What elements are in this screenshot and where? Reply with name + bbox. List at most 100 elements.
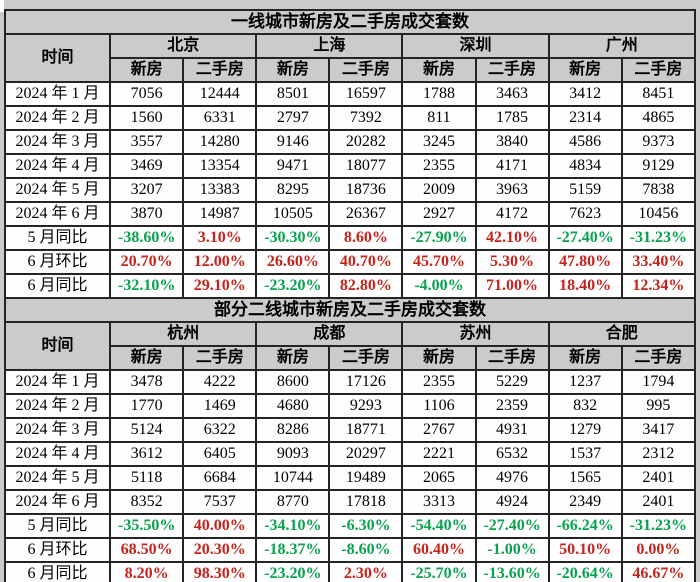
count-value-cell: 14280: [182, 129, 258, 155]
count-value-cell: 4172: [474, 201, 550, 227]
percentage-value-cell: 0.00%: [620, 537, 697, 563]
comparison-row: 6 月同比 8.20% 98.30% -23.20% 2.30% -25.70% -13.6…: [3, 561, 697, 582]
percentage-value-cell: 47.80%: [547, 249, 623, 275]
count-value-cell: 20297: [328, 441, 404, 467]
count-value-cell: 8451: [620, 81, 697, 107]
count-value-cell: 9093: [255, 441, 331, 467]
comparison-label-cell: 6 月环比: [3, 537, 112, 563]
month-label-cell: 2024 年 4 月: [3, 441, 112, 467]
count-value-cell: 3557: [109, 129, 185, 155]
count-value-cell: 18077: [328, 153, 404, 179]
percentage-value-cell: 68.50%: [109, 537, 185, 563]
count-value-cell: 10505: [255, 201, 331, 227]
count-value-cell: 2349: [547, 489, 623, 515]
month-data-row: 2024 年 4 月 3469 13354 9471 18077 2355 4171 4834…: [3, 153, 697, 179]
count-value-cell: 7392: [328, 105, 404, 131]
percentage-value-cell: 71.00%: [474, 273, 550, 299]
month-label-cell: 2024 年 5 月: [3, 177, 112, 203]
count-value-cell: 9129: [620, 153, 697, 179]
month-label-cell: 2024 年 2 月: [3, 393, 112, 419]
table-title-row: 部分二线城市新房及二手房成交套数: [4, 297, 696, 323]
count-value-cell: 1560: [109, 105, 185, 131]
city-header-cell: 成都: [255, 321, 404, 347]
count-value-cell: 18771: [328, 417, 404, 443]
comparison-label-cell: 6 月同比: [3, 561, 112, 582]
count-value-cell: 2355: [401, 369, 477, 395]
percentage-value-cell: -35.50%: [109, 513, 185, 539]
count-value-cell: 2355: [401, 153, 477, 179]
month-data-row: 2024 年 4 月 3612 6405 9093 20297 2221 6532 1537 2…: [3, 441, 697, 467]
month-data-row: 2024 年 5 月 3207 13383 8295 18736 2009 3963 5159…: [3, 177, 697, 203]
housing-type-header-cell: 新房: [401, 345, 477, 371]
percentage-value-cell: 3.10%: [182, 225, 258, 251]
count-value-cell: 7623: [547, 201, 623, 227]
count-value-cell: 13383: [182, 177, 258, 203]
percentage-value-cell: -31.23%: [620, 225, 697, 251]
count-value-cell: 9293: [328, 393, 404, 419]
percentage-value-cell: 82.80%: [328, 273, 404, 299]
count-value-cell: 1237: [547, 369, 623, 395]
city-header-cell: 上海: [255, 33, 404, 59]
count-value-cell: 2797: [255, 105, 331, 131]
count-value-cell: 832: [547, 393, 623, 419]
percentage-value-cell: 2.30%: [328, 561, 404, 582]
month-label-cell: 2024 年 6 月: [3, 201, 112, 227]
percentage-value-cell: 50.10%: [547, 537, 623, 563]
count-value-cell: 17818: [328, 489, 404, 515]
percentage-value-cell: -23.20%: [255, 273, 331, 299]
count-value-cell: 3313: [401, 489, 477, 515]
percentage-value-cell: 40.00%: [182, 513, 258, 539]
month-data-row: 2024 年 3 月 5124 6322 8286 18771 2767 4931 1279 3…: [3, 417, 697, 443]
count-value-cell: 3469: [109, 153, 185, 179]
count-value-cell: 9471: [255, 153, 331, 179]
comparison-label-cell: 5 月同比: [3, 513, 112, 539]
count-value-cell: 1788: [401, 81, 477, 107]
month-data-row: 2024 年 3 月 3557 14280 9146 20282 3245 3840 4586…: [3, 129, 697, 155]
count-value-cell: 2314: [547, 105, 623, 131]
housing-type-header-cell: 新房: [547, 57, 623, 83]
count-value-cell: 8286: [255, 417, 331, 443]
comparison-label-cell: 6 月环比: [3, 249, 112, 275]
city-header-cell: 杭州: [109, 321, 258, 347]
percentage-value-cell: -6.30%: [328, 513, 404, 539]
count-value-cell: 4834: [547, 153, 623, 179]
housing-transactions-table: 一线城市新房及二手房成交套数 时间 北京 上海 深圳 广州 新房 二手房 新房 二手房 新房 二手房新…: [3, 9, 697, 582]
percentage-value-cell: 18.40%: [547, 273, 623, 299]
housing-type-header-cell: 二手房: [182, 57, 258, 83]
count-value-cell: 20282: [328, 129, 404, 155]
percentage-value-cell: 33.40%: [620, 249, 697, 275]
count-value-cell: 5124: [109, 417, 185, 443]
percentage-value-cell: 40.70%: [328, 249, 404, 275]
percentage-value-cell: -23.20%: [255, 561, 331, 582]
percentage-value-cell: 26.60%: [255, 249, 331, 275]
count-value-cell: 3870: [109, 201, 185, 227]
count-value-cell: 8295: [255, 177, 331, 203]
count-value-cell: 7838: [620, 177, 697, 203]
housing-type-header-cell: 二手房: [474, 57, 550, 83]
count-value-cell: 811: [401, 105, 477, 131]
percentage-value-cell: -54.40%: [401, 513, 477, 539]
month-label-cell: 2024 年 3 月: [3, 417, 112, 443]
month-label-cell: 2024 年 1 月: [3, 369, 112, 395]
count-value-cell: 4680: [255, 393, 331, 419]
count-value-cell: 13354: [182, 153, 258, 179]
count-value-cell: 1785: [474, 105, 550, 131]
count-value-cell: 8352: [109, 489, 185, 515]
percentage-value-cell: 8.20%: [109, 561, 185, 582]
percentage-value-cell: -27.40%: [547, 225, 623, 251]
count-value-cell: 2221: [401, 441, 477, 467]
percentage-value-cell: 12.34%: [620, 273, 697, 299]
housing-type-header-cell: 新房: [401, 57, 477, 83]
housing-type-header-cell: 二手房: [620, 345, 697, 371]
count-value-cell: 6331: [182, 105, 258, 131]
comparison-label-cell: 6 月同比: [3, 273, 112, 299]
housing-type-header-cell: 新房: [255, 345, 331, 371]
count-value-cell: 4586: [547, 129, 623, 155]
count-value-cell: 2009: [401, 177, 477, 203]
percentage-value-cell: 5.30%: [474, 249, 550, 275]
percentage-value-cell: -20.64%: [547, 561, 623, 582]
time-header-cell: 时间: [3, 321, 112, 371]
housing-type-header-cell: 新房: [109, 57, 185, 83]
count-value-cell: 2401: [620, 489, 697, 515]
